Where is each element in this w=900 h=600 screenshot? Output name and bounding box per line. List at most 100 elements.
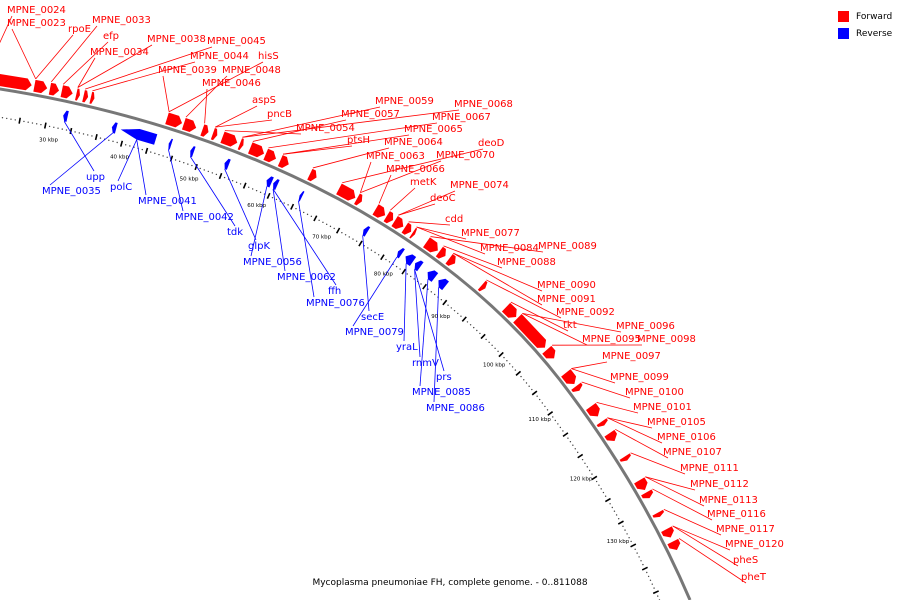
minor-tick — [479, 332, 481, 335]
forward-leader — [204, 88, 208, 124]
reverse-leader — [63, 121, 95, 172]
major-tick — [380, 254, 385, 261]
forward-leader — [571, 368, 616, 384]
minor-tick — [116, 141, 118, 144]
minor-tick — [333, 227, 335, 230]
forward-gene-label: MPNE_0117 — [716, 524, 775, 535]
forward-leader — [571, 361, 608, 369]
forward-gene — [667, 538, 681, 550]
legend-item-forward: Forward — [838, 8, 892, 25]
minor-tick — [600, 488, 602, 490]
minor-tick — [187, 163, 189, 165]
forward-gene-label: MPNE_0066 — [386, 164, 445, 175]
forward-leader — [242, 106, 381, 138]
forward-gene-label: MPNE_0098 — [637, 334, 696, 345]
minor-tick — [199, 167, 201, 170]
minor-tick — [541, 402, 544, 404]
forward-leader — [416, 226, 486, 255]
minor-tick — [10, 118, 12, 120]
reverse-gene-label: MPNE_0079 — [345, 327, 404, 338]
reverse-gene — [396, 248, 405, 259]
reverse-gene — [427, 270, 439, 282]
reverse-leader — [298, 200, 315, 298]
minor-tick — [476, 329, 478, 332]
forward-leader — [398, 203, 436, 216]
reverse-gene — [190, 146, 196, 158]
minor-tick — [503, 356, 505, 359]
minor-tick — [374, 251, 376, 254]
major-tick — [547, 411, 554, 416]
minor-tick — [638, 556, 640, 558]
forward-gene-label: MPNE_0089 — [538, 241, 597, 252]
reverse-gene-label: MPNE_0062 — [277, 272, 336, 283]
minor-tick — [223, 176, 226, 179]
major-tick — [94, 133, 98, 141]
forward-gene-label: pncB — [267, 109, 292, 120]
minor-tick — [602, 491, 605, 494]
forward-leader — [390, 187, 416, 211]
forward-gene — [277, 155, 289, 168]
forward-gene — [237, 138, 244, 151]
minor-tick — [23, 120, 25, 123]
minor-tick — [598, 484, 600, 486]
forward-leader — [615, 428, 669, 459]
minor-tick — [91, 135, 93, 137]
forward-leader — [312, 147, 390, 169]
major-tick — [335, 227, 341, 234]
reverse-gene — [120, 129, 158, 145]
forward-gene — [641, 489, 654, 499]
forward-gene — [391, 216, 404, 229]
minor-tick — [318, 219, 320, 222]
forward-gene-label: MPNE_0067 — [432, 112, 491, 123]
minor-tick — [239, 183, 242, 185]
legend-item-reverse: Reverse — [838, 25, 892, 42]
forward-gene — [181, 118, 197, 132]
minor-tick — [520, 375, 522, 378]
major-tick — [218, 172, 223, 180]
forward-gene — [263, 148, 277, 163]
genome-backbone — [0, 87, 692, 600]
forward-gene — [445, 254, 456, 266]
minor-tick — [653, 587, 655, 589]
forward-gene-label: MPNE_0064 — [384, 137, 443, 148]
minor-tick — [491, 344, 493, 347]
minor-tick — [609, 503, 611, 505]
tick-label: 110 kbp — [528, 417, 551, 423]
minor-tick — [488, 341, 490, 344]
minor-tick — [595, 480, 598, 483]
forward-leader — [51, 25, 98, 83]
minor-tick — [647, 575, 650, 578]
major-tick — [242, 182, 247, 189]
reverse-gene — [414, 260, 424, 272]
reverse-gene — [266, 176, 274, 188]
major-tick — [531, 390, 538, 396]
major-tick — [194, 163, 198, 171]
legend-label-reverse: Reverse — [856, 28, 893, 39]
forward-leader — [408, 221, 451, 226]
minor-tick — [509, 363, 511, 365]
forward-gene-label: MPNE_0077 — [461, 228, 520, 239]
forward-gene — [354, 193, 363, 206]
minor-tick — [557, 423, 559, 425]
forward-gene-label: MPNE_0096 — [616, 321, 675, 332]
major-tick — [652, 590, 660, 595]
reverse-leader — [136, 139, 147, 196]
minor-tick — [235, 181, 238, 184]
forward-gene-label: MPNE_0097 — [602, 351, 661, 362]
forward-gene — [542, 345, 556, 359]
major-tick — [144, 147, 149, 154]
reverse-gene — [273, 179, 280, 191]
forward-gene — [82, 90, 89, 103]
minor-tick — [108, 139, 110, 141]
minor-tick — [367, 247, 369, 249]
reverse-gene — [298, 191, 305, 202]
minor-tick — [78, 132, 81, 134]
minor-tick — [388, 261, 391, 263]
forward-gene — [619, 453, 631, 462]
major-tick — [290, 203, 295, 210]
major-tick — [69, 127, 73, 135]
forward-leader — [522, 312, 588, 346]
tick-label: 90 kbp — [431, 314, 450, 320]
minor-tick — [154, 152, 156, 155]
